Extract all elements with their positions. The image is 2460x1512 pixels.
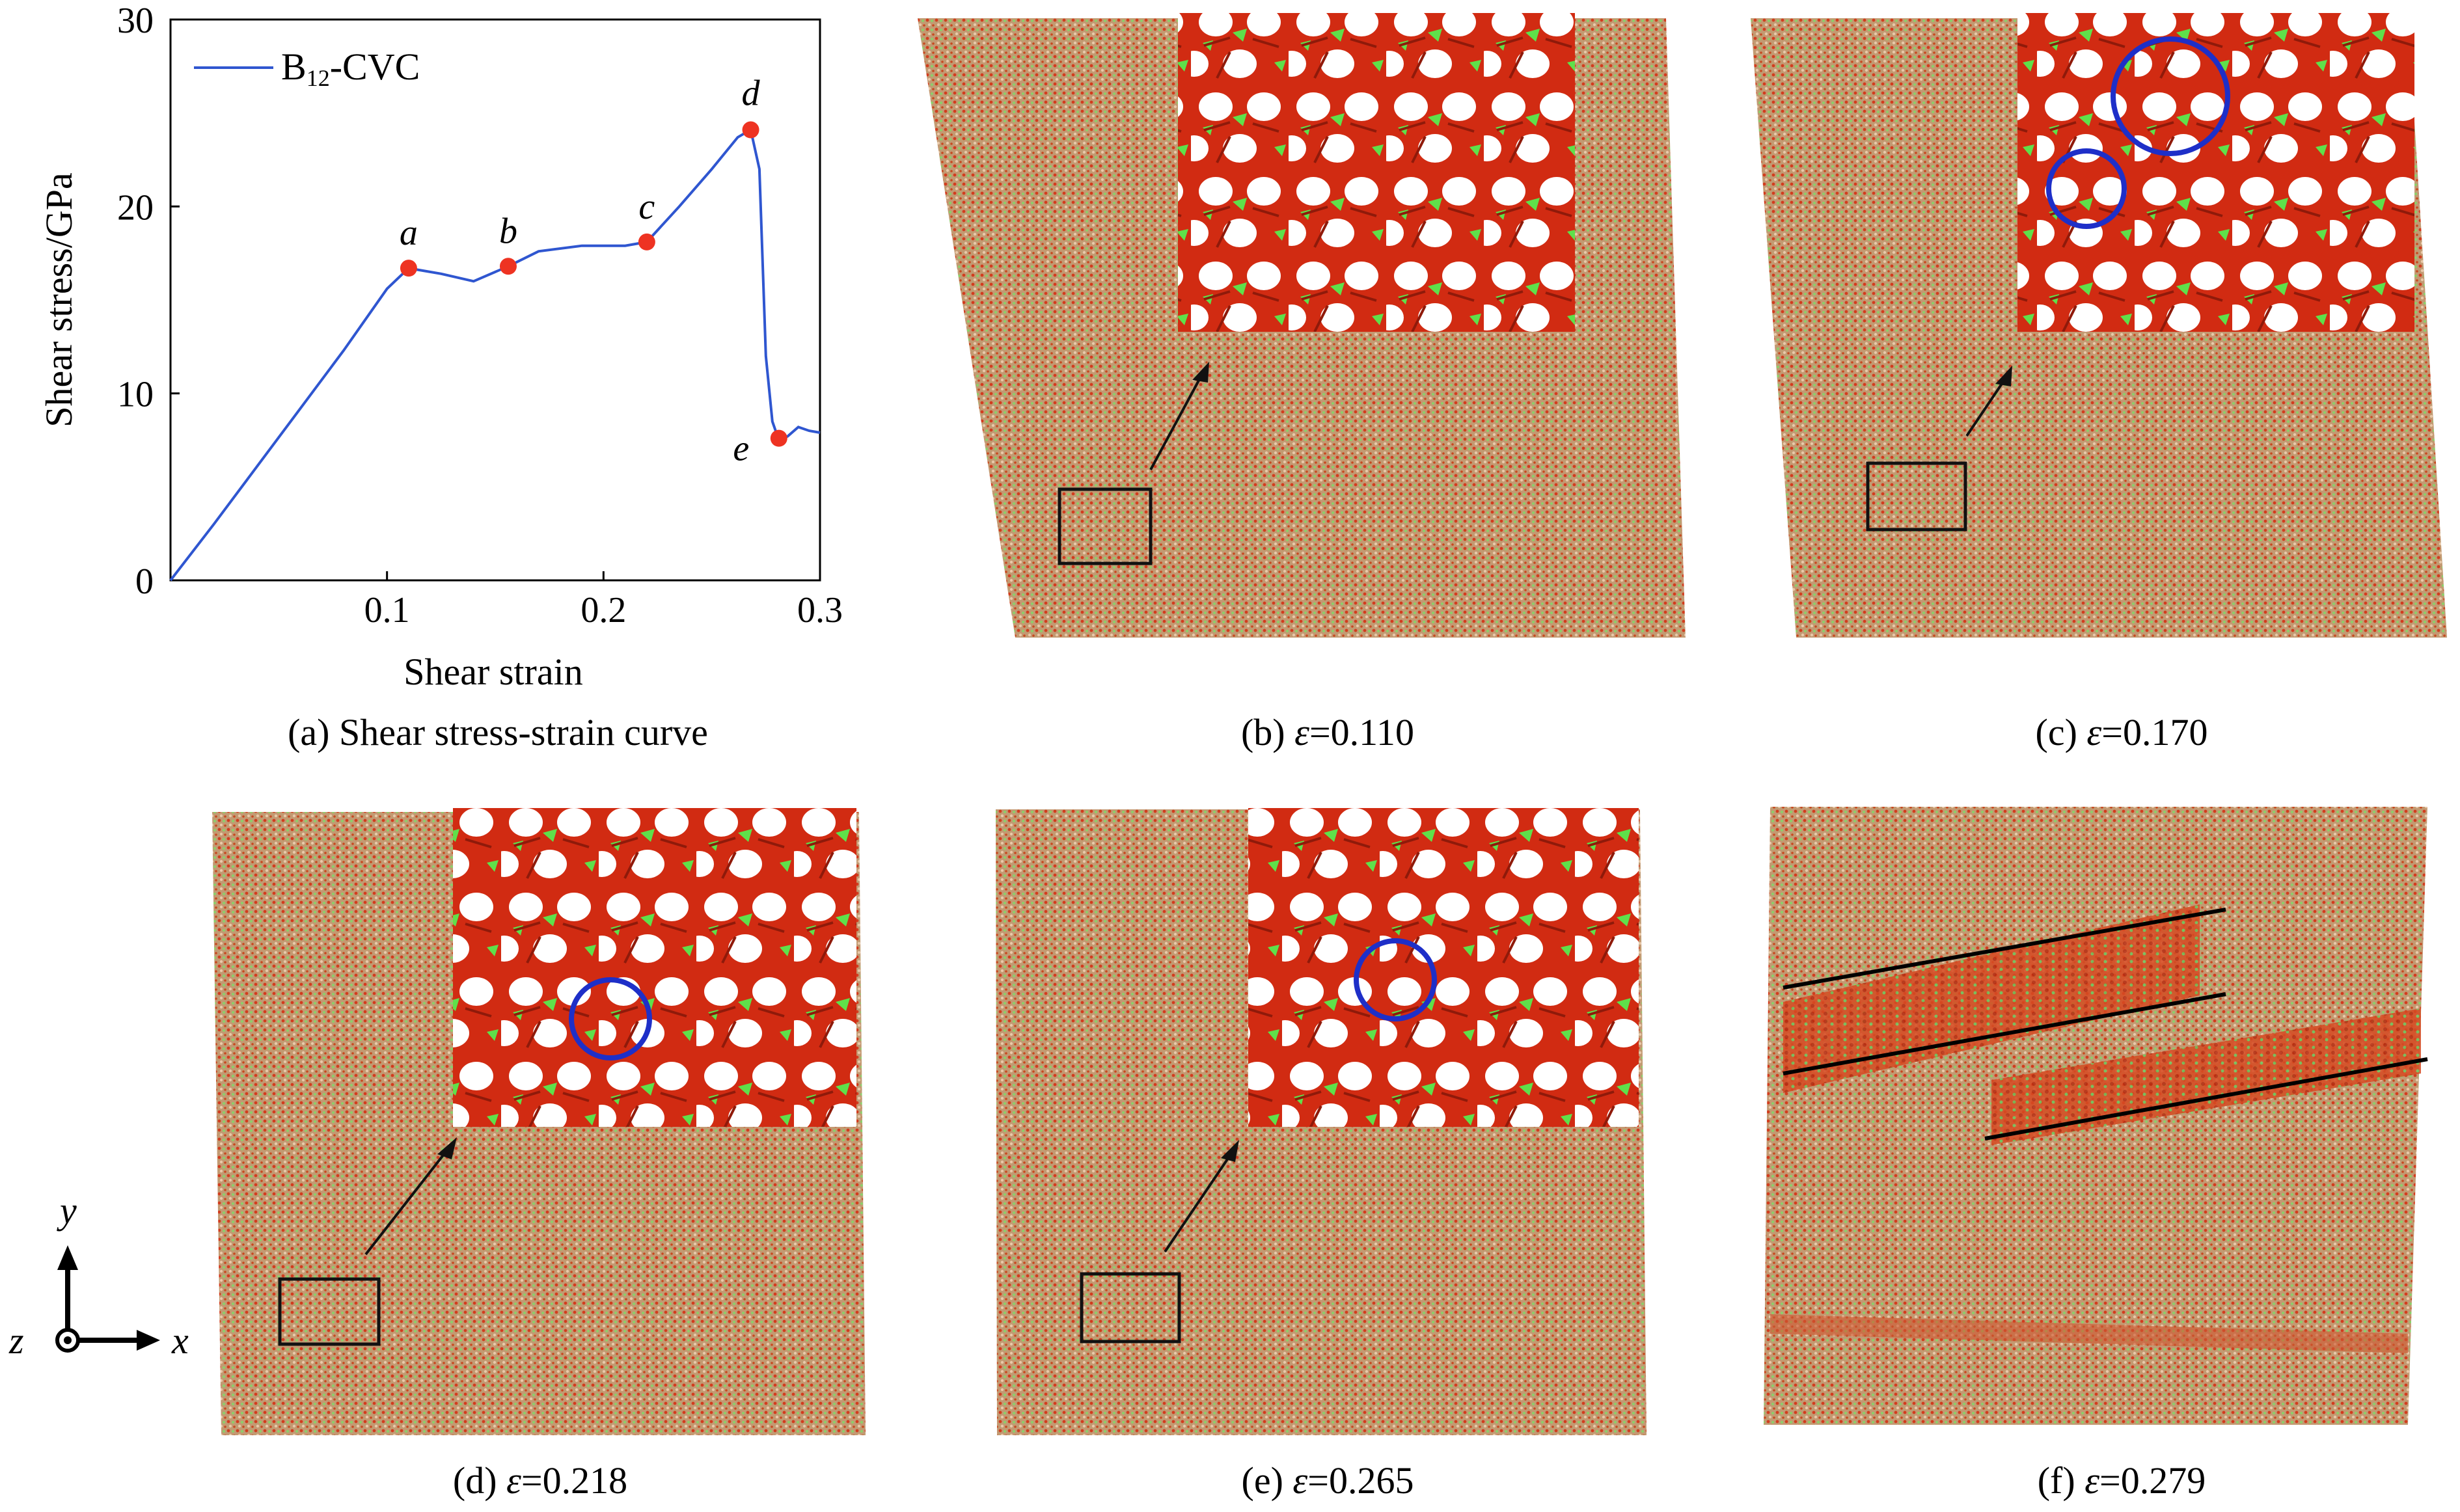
point-marker-b — [499, 258, 517, 275]
axis-ticks: 0.1 0.2 0.3 0 10 20 30 — [117, 1, 843, 630]
defect-circle-d — [569, 977, 652, 1060]
legend: B12-CVC — [194, 46, 420, 91]
point-label-d: d — [742, 74, 761, 114]
x-tick-label: 0.2 — [581, 590, 626, 630]
plot-frame — [169, 18, 821, 582]
series-b12-cvc-line — [169, 128, 821, 582]
zoom-inset-b — [1178, 13, 1575, 332]
axis-z-label: z — [8, 1319, 24, 1362]
caption-b: (b) ε=0.110 — [1240, 711, 1415, 753]
arrowhead-c — [1995, 366, 2012, 386]
md-snapshot-d — [212, 808, 866, 1435]
point-label-c: c — [638, 187, 655, 227]
axis-x-label: x — [171, 1319, 189, 1362]
arrowhead-b — [1192, 362, 1209, 383]
stress-strain-chart: 0.1 0.2 0.3 0 10 20 30 Shear stress/GPa Shear … — [38, 1, 843, 693]
selection-box-d — [278, 1277, 381, 1346]
point-marker-e — [770, 429, 787, 447]
point-marker-a — [400, 260, 417, 277]
caption-f: (f) ε=0.279 — [2037, 1459, 2206, 1502]
band-line-3 — [1984, 1057, 2428, 1141]
zoom-arrow-c — [1965, 375, 2008, 437]
band-line-2 — [1783, 992, 2226, 1075]
zoom-arrow-b — [1149, 370, 1205, 470]
point-label-b: b — [499, 211, 517, 251]
selection-box-b — [1058, 487, 1153, 565]
coordinate-axes-icon: y z x — [8, 1191, 189, 1362]
defect-circle-c1 — [2111, 36, 2230, 156]
point-marker-c — [638, 233, 655, 250]
defect-circle-e — [1354, 938, 1437, 1021]
zoom-inset-d — [453, 808, 856, 1127]
caption-a: (a) Shear stress-strain curve — [288, 711, 708, 753]
zoom-arrow-d — [364, 1146, 450, 1256]
arrowhead-e — [1221, 1140, 1239, 1162]
caption-d: (d) ε=0.218 — [452, 1459, 628, 1502]
marked-points: a b c d e — [400, 74, 787, 469]
zoom-inset-c — [2017, 13, 2414, 332]
y-tick-label: 20 — [117, 187, 154, 228]
zoom-arrow-e — [1164, 1150, 1234, 1253]
shear-band-upper — [1783, 904, 2200, 1093]
shear-band-lower — [1991, 1008, 2421, 1145]
defect-circle-c2 — [2046, 148, 2127, 229]
point-label-e: e — [733, 429, 749, 469]
axis-y-label: y — [57, 1191, 77, 1232]
y-tick-label: 30 — [117, 1, 154, 41]
minor-band — [1770, 1314, 2408, 1353]
zoom-inset-e — [1248, 808, 1639, 1127]
selection-box-e — [1080, 1272, 1181, 1343]
x-tick-label: 0.3 — [797, 590, 843, 630]
point-marker-d — [742, 121, 759, 139]
x-tick-label: 0.1 — [364, 590, 410, 630]
caption-c: (c) ε=0.170 — [2035, 711, 2208, 753]
md-snapshot-f — [1764, 807, 2428, 1425]
band-line-1 — [1783, 908, 2226, 990]
legend-label: B12-CVC — [281, 46, 420, 91]
x-axis-label: Shear strain — [403, 651, 582, 693]
md-snapshot-e — [996, 808, 1647, 1435]
arrowhead-d — [437, 1137, 457, 1159]
caption-e: (e) ε=0.265 — [1241, 1459, 1414, 1502]
selection-box-c — [1866, 461, 1967, 532]
y-tick-label: 0 — [135, 561, 154, 602]
y-tick-label: 10 — [117, 375, 154, 415]
y-axis-label: Shear stress/GPa — [38, 172, 80, 427]
md-snapshot-b — [918, 13, 1686, 638]
point-label-a: a — [400, 213, 418, 253]
md-snapshot-c — [1751, 13, 2447, 638]
